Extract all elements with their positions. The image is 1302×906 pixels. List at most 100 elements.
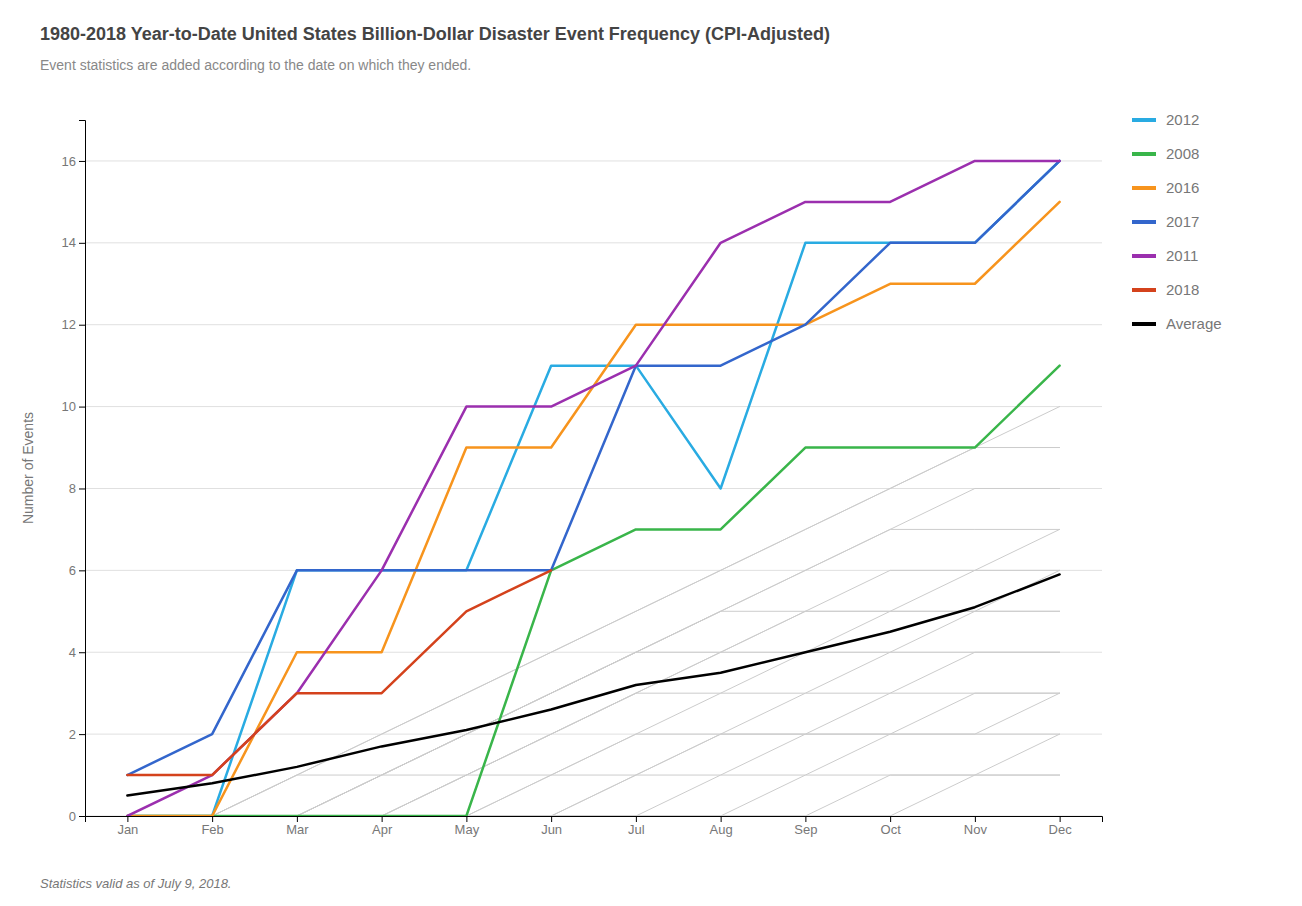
y-axis: 0 2 4 6 8 10 12 14 16 [62, 121, 86, 824]
background-line [127, 734, 1059, 816]
background-line [127, 734, 1059, 816]
y-tick: 8 [69, 481, 85, 496]
y-tick: 12 [62, 317, 85, 332]
x-tick-label: Dec [1049, 822, 1073, 837]
y-tick-mark [79, 325, 85, 326]
legend-item: 2011 [1132, 247, 1198, 264]
x-tick: Nov [964, 816, 988, 837]
background-line [127, 448, 1059, 816]
x-tick-label: Sep [794, 822, 817, 837]
y-tick-mark [79, 161, 85, 162]
background-line [127, 652, 1059, 816]
legend-swatch [1132, 118, 1156, 122]
y-tick: 0 [69, 809, 85, 824]
series-line [127, 161, 1059, 816]
x-tick-mark [890, 816, 891, 822]
x-tick-label: Feb [201, 822, 223, 837]
y-tick: 6 [69, 563, 85, 578]
chart-svg: 1980-2018 Year-to-Date United States Bil… [0, 0, 1302, 906]
legend-label: 2012 [1166, 111, 1199, 128]
background-line [127, 775, 1059, 816]
grid [85, 161, 1102, 816]
x-tick-mark [297, 816, 298, 822]
legend-item: Average [1132, 315, 1222, 332]
y-tick-label: 0 [69, 809, 76, 824]
legend-item: 2012 [1132, 111, 1199, 128]
background-line [127, 611, 1059, 816]
x-tick: Dec [1049, 816, 1073, 837]
x-tick-label: Jul [628, 822, 645, 837]
legend-swatch [1132, 322, 1156, 326]
x-tick-label: Apr [372, 822, 393, 837]
x-tick: Apr [372, 816, 393, 837]
series-lines [127, 161, 1059, 816]
y-tick-mark [79, 407, 85, 408]
background-line [127, 611, 1059, 816]
legend-item: 2018 [1132, 281, 1199, 298]
series-line [127, 574, 1059, 795]
legend-swatch [1132, 254, 1156, 258]
y-tick-mark [79, 652, 85, 653]
y-tick: 10 [62, 399, 85, 414]
x-tick-mark [382, 816, 383, 822]
y-tick-label: 10 [62, 399, 76, 414]
y-tick-mark [79, 734, 85, 735]
x-tick: Aug [710, 816, 733, 837]
y-tick-label: 12 [62, 317, 76, 332]
y-tick: 14 [62, 235, 85, 250]
y-axis-line [79, 121, 86, 817]
x-tick-label: Aug [710, 822, 733, 837]
y-axis-title: Number of Events [20, 412, 36, 524]
legend-label: 2016 [1166, 179, 1199, 196]
series-line [127, 161, 1059, 775]
x-axis: Jan Feb Mar Apr May Jun Jul Aug Sep Oct Nov Dec [86, 816, 1103, 837]
x-tick-mark [212, 816, 213, 822]
x-tick: Jan [117, 816, 138, 837]
chart-subtitle: Event statistics are added according to … [40, 57, 471, 73]
legend-item: 2008 [1132, 145, 1199, 162]
grid-line [85, 488, 1102, 489]
y-tick: 2 [69, 727, 85, 742]
grid-line [85, 406, 1102, 407]
legend-item: 2016 [1132, 179, 1199, 196]
x-tick-mark [805, 816, 806, 822]
x-tick-label: Mar [286, 822, 309, 837]
legend-swatch [1132, 220, 1156, 224]
x-tick: Sep [794, 816, 817, 837]
grid-line [85, 160, 1102, 161]
y-tick-mark [79, 570, 85, 571]
series-line [127, 366, 1059, 816]
x-tick-mark [1060, 816, 1061, 822]
background-line [127, 570, 1059, 816]
x-tick: May [455, 816, 480, 837]
x-tick-mark [551, 816, 552, 822]
x-tick: Jun [541, 816, 562, 837]
y-tick-label: 14 [62, 235, 76, 250]
y-tick-label: 8 [69, 481, 76, 496]
background-line [127, 652, 1059, 816]
legend-item: 2017 [1132, 213, 1199, 230]
y-tick: 4 [69, 645, 85, 660]
series-line [127, 202, 1059, 816]
x-tick-mark [636, 816, 637, 822]
y-tick: 16 [62, 154, 85, 169]
legend-label: Average [1166, 315, 1222, 332]
chart-title: 1980-2018 Year-to-Date United States Bil… [40, 24, 830, 44]
y-tick-label: 16 [62, 154, 76, 169]
x-tick: Jul [628, 816, 645, 837]
x-tick: Oct [881, 816, 902, 837]
x-tick-label: May [455, 822, 480, 837]
legend-swatch [1132, 288, 1156, 292]
series-line [127, 570, 551, 775]
background-line [127, 570, 1059, 816]
x-tick-mark [127, 816, 128, 822]
x-tick-label: Nov [964, 822, 988, 837]
series-line [127, 161, 1059, 816]
legend-swatch [1132, 152, 1156, 156]
x-tick: Feb [201, 816, 223, 837]
background-line [127, 529, 1059, 816]
y-tick-mark [79, 243, 85, 244]
x-tick-label: Jan [117, 822, 138, 837]
grid-line [85, 324, 1102, 325]
x-tick-mark [721, 816, 722, 822]
